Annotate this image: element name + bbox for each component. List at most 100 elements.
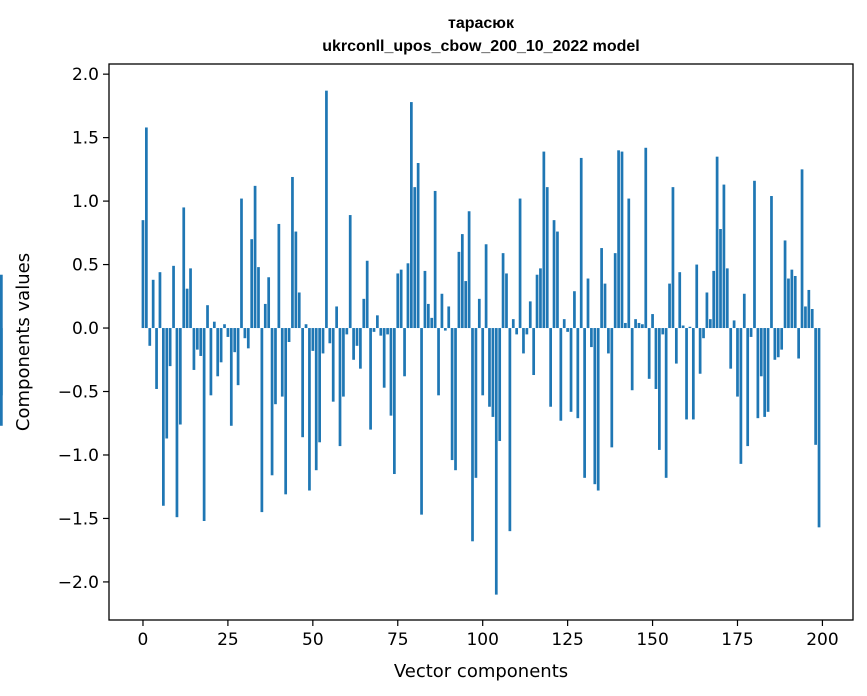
bar — [291, 176, 294, 329]
bar — [274, 328, 277, 405]
bar — [573, 291, 576, 329]
bar — [212, 321, 216, 329]
bar — [304, 324, 308, 329]
bar — [787, 278, 790, 329]
bar — [151, 279, 155, 329]
x-tick-label: 25 — [217, 630, 239, 650]
bar — [804, 306, 807, 329]
bar — [250, 239, 254, 329]
bar — [328, 328, 332, 344]
bar — [447, 306, 451, 329]
bar — [426, 303, 430, 329]
bar — [780, 328, 784, 350]
chart-subtitle: ukrconll_upos_cbow_200_10_2022 model — [322, 38, 639, 55]
bar — [457, 251, 461, 329]
bar — [732, 320, 736, 329]
bar — [634, 319, 637, 329]
bar — [583, 328, 586, 478]
bar — [746, 328, 750, 447]
bar — [223, 324, 226, 329]
bar — [668, 283, 671, 329]
bar — [810, 309, 814, 329]
y-tick-label: −2.0 — [58, 573, 99, 593]
bar — [579, 157, 583, 329]
bar — [284, 328, 288, 495]
bar — [569, 328, 573, 412]
bar — [759, 328, 763, 377]
bar — [348, 215, 352, 329]
bar — [260, 328, 264, 513]
bar — [753, 180, 756, 329]
bar — [148, 328, 152, 346]
x-tick-label: 175 — [721, 630, 753, 650]
bar — [610, 328, 614, 448]
bar — [342, 328, 345, 397]
bar — [773, 328, 777, 360]
bar — [522, 328, 525, 354]
bar — [708, 319, 712, 329]
x-tick-label: 125 — [551, 630, 583, 650]
bar — [491, 328, 495, 417]
bar — [624, 322, 627, 329]
bar — [797, 328, 800, 359]
bar — [406, 263, 410, 329]
y-tick-label: 1.0 — [72, 192, 99, 212]
x-tick-label: 50 — [302, 630, 324, 650]
bar — [362, 298, 366, 329]
bar — [376, 315, 379, 329]
bar — [654, 328, 658, 389]
bar — [0, 274, 3, 329]
bar — [722, 184, 726, 329]
bar — [518, 198, 522, 329]
bar — [158, 272, 162, 329]
bar — [420, 328, 423, 515]
y-axis-ticks: −2.0 −1.5 −1.0 −0.5 0.0 0.5 1.0 1.5 2.0 — [58, 65, 109, 593]
y-tick-label: −1.5 — [58, 509, 99, 529]
bar — [742, 293, 746, 329]
bar — [297, 292, 301, 329]
bar — [511, 319, 515, 329]
bar — [658, 328, 661, 450]
bar — [437, 328, 440, 396]
bar — [790, 269, 794, 329]
bar — [664, 328, 668, 478]
bar — [182, 207, 186, 329]
bar — [403, 328, 406, 377]
bar — [471, 328, 474, 542]
bar — [508, 328, 512, 532]
bar — [498, 328, 502, 442]
bar — [399, 269, 403, 329]
bar — [162, 328, 165, 506]
bar — [539, 268, 542, 329]
bar — [776, 328, 780, 358]
bar — [450, 328, 454, 461]
bar — [532, 328, 536, 376]
y-tick-label: 0.5 — [72, 256, 99, 276]
bar — [270, 328, 274, 476]
bar — [369, 328, 372, 430]
bar — [562, 319, 566, 329]
bar — [715, 156, 719, 329]
bar — [739, 328, 743, 464]
bar — [661, 328, 665, 335]
bar — [257, 267, 260, 329]
bar — [556, 231, 559, 329]
bar — [277, 223, 281, 329]
y-tick-label: −0.5 — [58, 383, 99, 403]
bar — [209, 328, 213, 396]
bar — [386, 328, 389, 335]
bar — [443, 328, 447, 331]
bar — [219, 328, 223, 363]
bar — [352, 328, 355, 360]
bar — [240, 198, 243, 329]
bar — [525, 328, 529, 335]
bar — [702, 328, 705, 339]
bar — [236, 328, 240, 386]
bar — [627, 198, 631, 329]
bar — [545, 187, 549, 329]
bar — [253, 185, 257, 329]
x-axis-label: Vector components — [394, 661, 568, 682]
bar — [413, 187, 417, 329]
